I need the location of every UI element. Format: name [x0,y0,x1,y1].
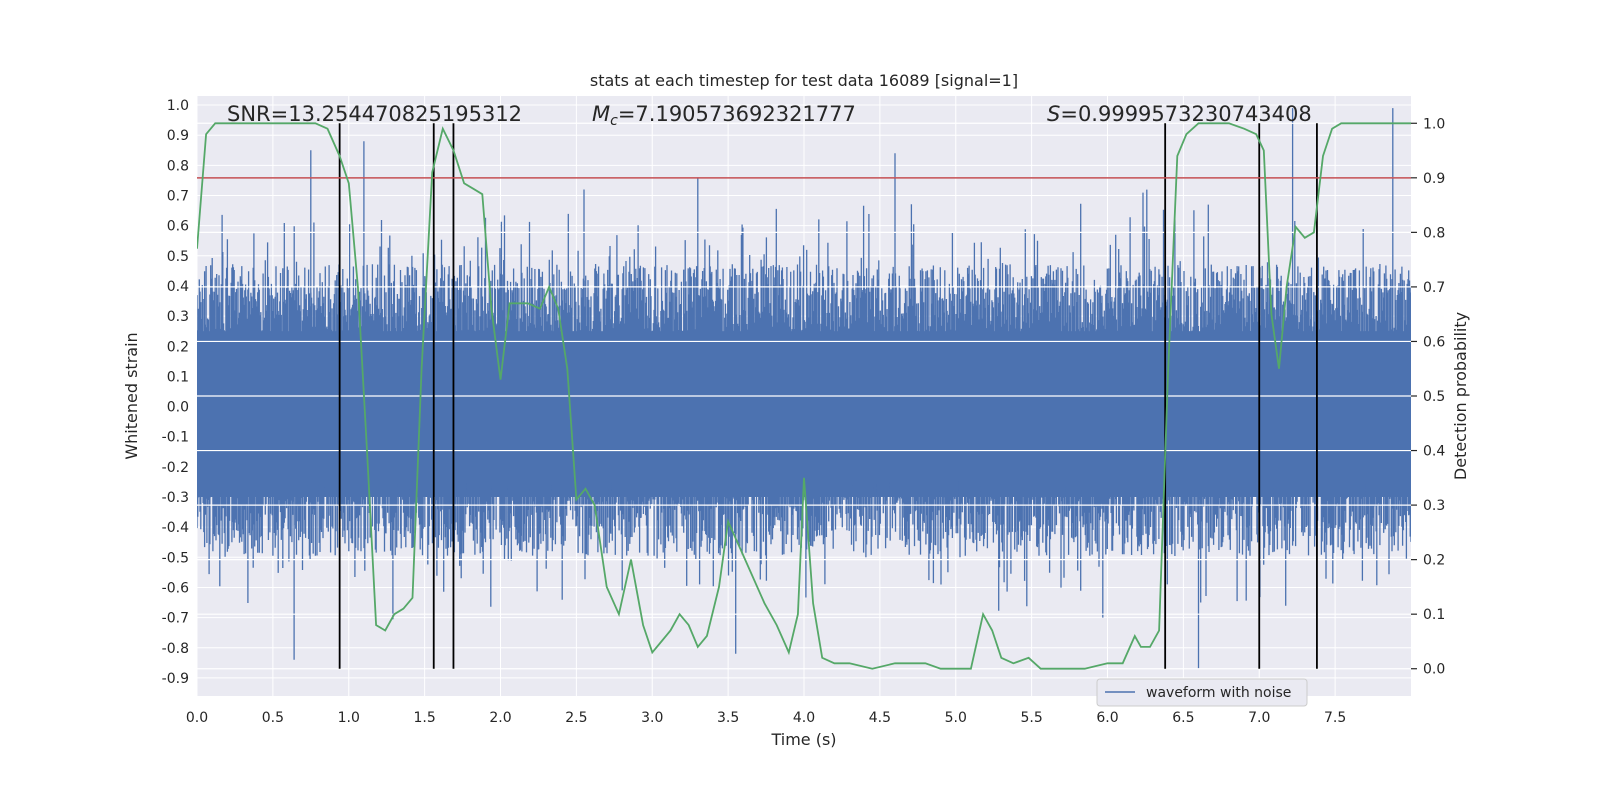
vertical-markers [338,123,1318,669]
chirp-mass-symbol: M [592,102,610,126]
x-tick-label: 6.0 [1096,710,1118,726]
x-tick-label: 3.0 [641,710,663,726]
legend-label: waveform with noise [1146,685,1291,701]
right-y-tick-label: 0.2 [1423,553,1445,569]
x-tick-label: 5.5 [1020,710,1042,726]
snr-annotation: SNR=13.254470825195312 [227,102,522,126]
chirp-mass-annotation: Mc=7.190573692321777 [592,102,856,129]
waveform-series [197,108,1411,669]
right-y-tick-label: 0.0 [1423,662,1445,678]
right-y-axis-label: Detection probability [1451,312,1470,480]
chart-title: stats at each timestep for test data 160… [590,71,1018,90]
y-tick-label: 0.9 [167,128,189,144]
y-tick-label: -0.3 [162,490,189,506]
probability-line [197,122,1411,670]
y-tick-label: 0.8 [167,158,189,174]
x-tick-label: 0.5 [262,710,284,726]
y-tick-label: 0.1 [167,369,189,385]
plot-area [197,108,1411,670]
x-tick-label: 6.5 [1172,710,1194,726]
x-tick-label: 1.0 [338,710,360,726]
score-annotation: S=0.9999573230743408 [1047,102,1312,126]
x-tick-label: 3.5 [717,710,739,726]
right-y-tick-label: 0.4 [1423,444,1445,460]
y-tick-label: 0.3 [167,309,189,325]
right-y-tick-label: 0.5 [1423,389,1445,405]
y-tick-label: 0.5 [167,249,189,265]
chirp-mass-value: =7.190573692321777 [618,102,856,126]
probability-series [197,122,1411,670]
x-tick-label: 1.5 [413,710,435,726]
right-y-tick-label: 0.3 [1423,498,1445,514]
y-tick-label: 0.0 [167,400,189,416]
x-tick-label: 7.5 [1324,710,1346,726]
y-axis-ticks: 1.0 0.9 0.8 0.7 0.6 0.5 0.4 0.3 0.2 0.1 0.0 -0.1 -0.… [162,98,189,687]
right-y-tick-label: 0.9 [1423,171,1445,187]
chirp-mass-subscript: c [610,113,618,129]
y-tick-label: -0.1 [162,430,189,446]
waveform-line [197,108,1411,669]
legend-box [1096,678,1308,707]
right-y-tick-label: 1.0 [1423,116,1445,132]
right-y-tick-label: 0.7 [1423,280,1445,296]
x-tick-label: 2.0 [489,710,511,726]
y-tick-label: -0.7 [162,611,189,627]
right-y-axis-ticks: 1.0 0.9 0.8 0.7 0.6 0.5 0.4 0.3 0.2 0.1 0.0 [1411,116,1445,678]
x-tick-label: 4.0 [793,710,815,726]
score-value: =0.9999573230743408 [1060,102,1311,126]
y-tick-label: -0.2 [162,460,189,476]
x-axis-ticks: 0.0 0.5 1.0 1.5 2.0 2.5 3.0 3.5 4.0 4.5 5.0 5.5 6.0 6… [186,710,1346,726]
y-tick-label: 0.2 [167,339,189,355]
y-tick-label: -0.5 [162,550,189,566]
x-tick-label: 4.5 [869,710,891,726]
y-tick-label: -0.8 [162,641,189,657]
right-y-tick-label: 0.6 [1423,334,1445,350]
x-tick-label: 7.0 [1248,710,1270,726]
y-tick-label: -0.4 [162,520,189,536]
score-symbol: S [1047,102,1060,126]
y-tick-label: 0.4 [167,279,189,295]
right-y-tick-label: 0.8 [1423,225,1445,241]
x-tick-label: 0.0 [186,710,208,726]
y-tick-label: 0.7 [167,188,189,204]
right-y-tick-label: 0.1 [1423,607,1445,623]
y-tick-label: -0.6 [162,580,189,596]
legend: waveform with noise [1096,678,1308,707]
y-axis-label: Whitened strain [122,332,141,459]
x-tick-label: 2.5 [565,710,587,726]
y-tick-label: 0.6 [167,219,189,235]
y-tick-label: 1.0 [167,98,189,114]
y-tick-label: -0.9 [162,671,189,687]
x-tick-label: 5.0 [945,710,967,726]
x-axis-label: Time (s) [770,730,836,749]
